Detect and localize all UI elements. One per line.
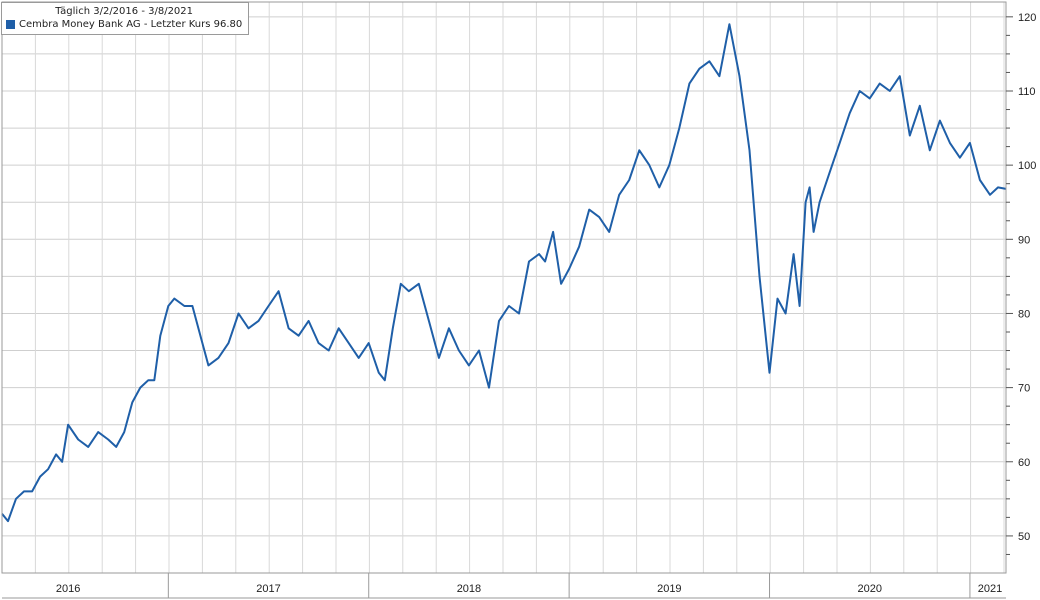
x-tick-label: 2020: [857, 583, 881, 595]
x-tick-label: 2016: [56, 583, 80, 595]
legend-swatch: [6, 20, 15, 29]
x-tick-label: 2018: [457, 583, 481, 595]
series-line-cembra: [1, 23, 1007, 523]
x-tick-label: 2021: [978, 583, 1002, 595]
x-tick-label: 2017: [256, 583, 280, 595]
legend-date-range: Täglich 3/2/2016 - 3/8/2021: [55, 6, 194, 17]
grid: [1, 2, 1006, 573]
series-layer: [1, 23, 1007, 523]
y-tick-label: 60: [1018, 457, 1030, 469]
y-tick-label: 110: [1018, 86, 1036, 98]
y-tick-label: 80: [1018, 308, 1030, 320]
legend-entry: Cembra Money Bank AG - Letzter Kurs 96.8…: [6, 18, 242, 31]
plot-frame: [1, 1, 1007, 574]
y-tick-label: 70: [1018, 383, 1030, 395]
legend: Täglich 3/2/2016 - 3/8/2021 Cembra Money…: [1, 2, 250, 35]
x-tick-label: 2019: [657, 583, 681, 595]
y-tick-label: 120: [1018, 12, 1036, 24]
y-tick-label: 100: [1018, 160, 1036, 172]
y-tick-label: 50: [1018, 531, 1030, 543]
y-tick-label: 90: [1018, 234, 1030, 246]
legend-entry-label: Cembra Money Bank AG - Letzter Kurs 96.8…: [19, 19, 243, 30]
